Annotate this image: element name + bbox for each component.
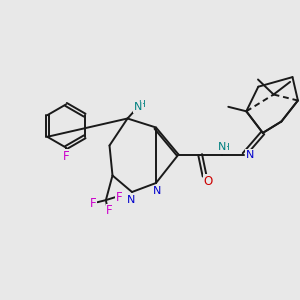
Text: N: N (218, 142, 226, 152)
Text: F: F (116, 191, 123, 204)
Text: H: H (223, 142, 229, 152)
Text: N: N (127, 195, 136, 206)
Text: N: N (134, 102, 142, 112)
Text: F: F (63, 149, 69, 163)
Text: F: F (90, 196, 97, 210)
Text: F: F (106, 204, 113, 217)
Text: H: H (139, 100, 145, 109)
Text: O: O (204, 175, 213, 188)
Text: N: N (152, 186, 161, 197)
Text: N: N (245, 149, 254, 160)
